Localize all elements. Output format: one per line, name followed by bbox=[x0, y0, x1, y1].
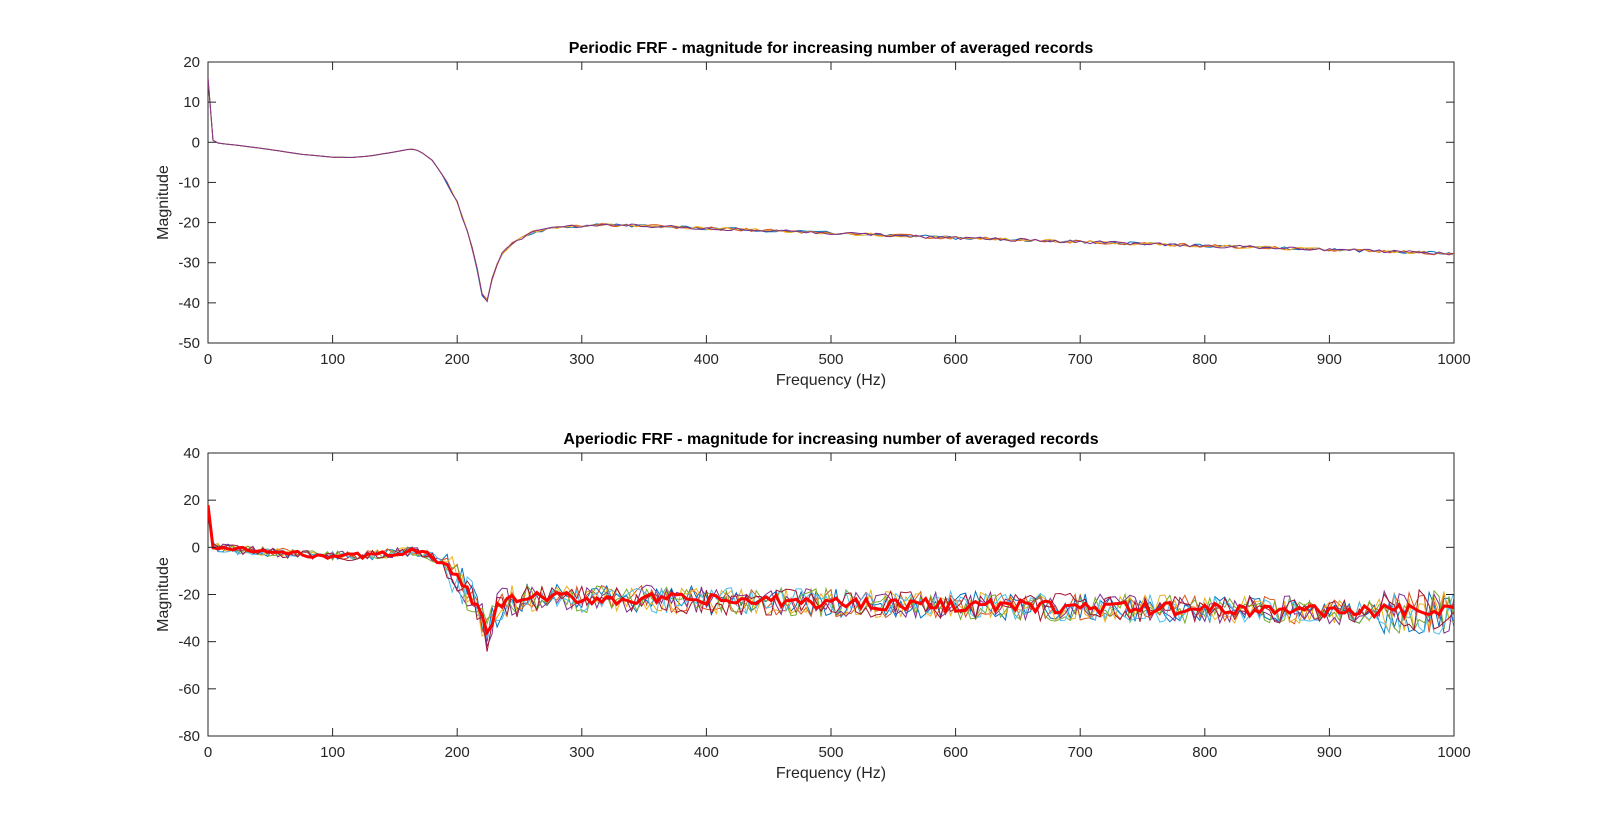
x-tick-label: 700 bbox=[1068, 744, 1093, 761]
x-tick-label: 900 bbox=[1317, 351, 1342, 368]
y-axis-label: Magnitude bbox=[155, 557, 172, 632]
x-tick-label: 600 bbox=[943, 744, 968, 761]
y-tick-label: 10 bbox=[183, 94, 200, 111]
x-tick-label: 800 bbox=[1192, 351, 1217, 368]
y-tick-label: 0 bbox=[192, 539, 200, 556]
averaged-series-line bbox=[208, 504, 1454, 636]
series-group bbox=[208, 77, 1454, 303]
x-tick-label: 300 bbox=[569, 351, 594, 368]
y-tick-label: 40 bbox=[183, 445, 200, 462]
x-tick-label: 600 bbox=[943, 351, 968, 368]
x-tick-label: 0 bbox=[204, 351, 212, 368]
x-tick-label: 200 bbox=[445, 351, 470, 368]
y-tick-label: 20 bbox=[183, 54, 200, 71]
axes-frame bbox=[207, 61, 1455, 344]
x-tick-label: 100 bbox=[320, 351, 345, 368]
x-tick-label: 1000 bbox=[1437, 351, 1470, 368]
x-axis-label: Frequency (Hz) bbox=[776, 372, 886, 389]
y-tick-label: -20 bbox=[178, 587, 200, 604]
x-tick-label: 500 bbox=[818, 351, 843, 368]
x-tick-label: 400 bbox=[694, 351, 719, 368]
y-tick-label: -40 bbox=[178, 634, 200, 651]
x-tick-label: 300 bbox=[569, 744, 594, 761]
y-tick-label: 20 bbox=[183, 492, 200, 509]
x-tick-label: 900 bbox=[1317, 744, 1342, 761]
x-axis-label: Frequency (Hz) bbox=[776, 765, 886, 782]
y-tick-label: -20 bbox=[178, 215, 200, 232]
y-tick-label: -80 bbox=[178, 728, 200, 745]
x-tick-label: 500 bbox=[818, 744, 843, 761]
aperiodic-frf-plot: 0 100 200 300 400 500 600 700 800 900 100040200-20… bbox=[155, 431, 1471, 782]
x-tick-label: 700 bbox=[1068, 351, 1093, 368]
y-tick-label: -40 bbox=[178, 295, 200, 312]
series-line bbox=[208, 77, 1454, 303]
x-tick-label: 100 bbox=[320, 744, 345, 761]
y-tick-label: -30 bbox=[178, 255, 200, 272]
y-tick-label: -10 bbox=[178, 174, 200, 191]
y-axis-label: Magnitude bbox=[155, 165, 172, 240]
chart-title: Aperiodic FRF - magnitude for increasing… bbox=[563, 431, 1098, 448]
x-tick-label: 800 bbox=[1192, 744, 1217, 761]
series-group bbox=[208, 504, 1454, 652]
y-tick-label: -50 bbox=[178, 335, 200, 352]
x-tick-label: 400 bbox=[694, 744, 719, 761]
x-tick-label: 0 bbox=[204, 744, 212, 761]
x-tick-label: 200 bbox=[445, 744, 470, 761]
periodic-frf-plot: 0 100 200 300 400 500 600 700 800 900 100020100-10… bbox=[155, 40, 1471, 389]
chart-title: Periodic FRF - magnitude for increasing … bbox=[569, 40, 1094, 57]
y-tick-label: -60 bbox=[178, 681, 200, 698]
x-tick-label: 1000 bbox=[1437, 744, 1470, 761]
y-tick-label: 0 bbox=[192, 134, 200, 151]
